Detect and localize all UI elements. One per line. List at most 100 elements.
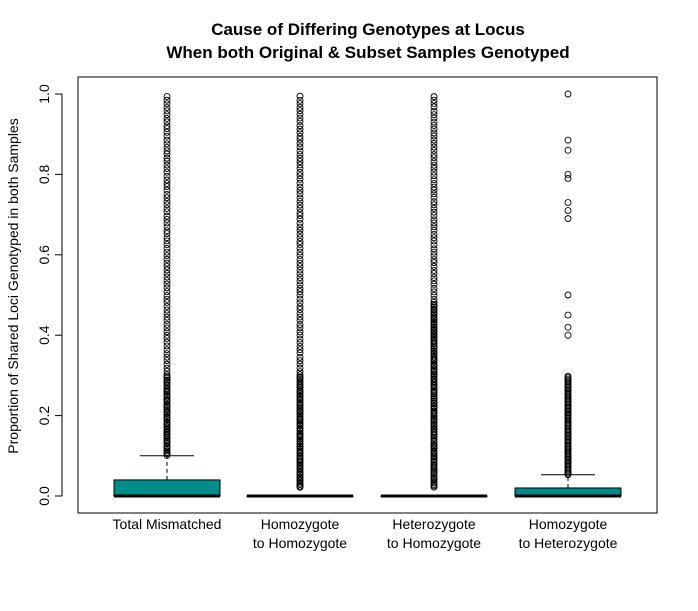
- outlier-point: [163, 350, 171, 358]
- outlier-point: [296, 473, 304, 481]
- outlier-point: [163, 266, 171, 274]
- outlier-point: [430, 402, 438, 410]
- outlier-point: [163, 342, 171, 350]
- outlier-point: [430, 447, 438, 455]
- outlier-point: [296, 172, 304, 180]
- outlier-point: [296, 164, 304, 172]
- outlier-point: [430, 248, 438, 256]
- outlier-point: [163, 176, 171, 184]
- outlier-point: [163, 324, 171, 332]
- y-tick-label-1.0: 1.0: [36, 84, 52, 104]
- x-category-label-3-line-1: Heterozygote: [392, 516, 475, 532]
- outlier-point: [430, 386, 438, 394]
- outlier-point: [163, 273, 171, 281]
- outlier-point: [430, 151, 438, 159]
- outlier-point: [163, 248, 171, 256]
- outlier-point: [163, 381, 171, 389]
- outlier-point: [296, 209, 304, 217]
- outlier-point: [296, 179, 304, 187]
- outlier-point: [296, 452, 304, 460]
- outlier-point: [296, 378, 304, 385]
- outlier-point: [163, 310, 171, 317]
- outlier-point: [430, 284, 438, 292]
- outlier-point: [296, 263, 304, 271]
- outlier-point: [296, 392, 304, 400]
- outlier-point: [430, 419, 438, 427]
- outlier-point: [163, 284, 171, 292]
- outlier-point: [163, 186, 171, 194]
- y-tick-label-0.2: 0.2: [36, 406, 52, 426]
- outlier-point: [296, 234, 304, 242]
- outlier-point: [163, 270, 171, 277]
- outlier-point: [163, 107, 171, 115]
- outlier-point: [163, 367, 171, 375]
- outlier-point: [163, 172, 171, 180]
- outlier-point: [430, 168, 438, 176]
- outlier-point: [296, 288, 304, 296]
- outlier-point: [296, 219, 304, 227]
- outlier-point: [163, 436, 171, 443]
- outlier-point: [430, 107, 438, 115]
- outlier-point: [163, 346, 171, 354]
- outlier-point: [564, 90, 572, 98]
- outlier-point: [296, 154, 304, 162]
- outlier-point: [296, 187, 304, 194]
- outlier-point: [430, 158, 438, 166]
- outlier-point: [430, 270, 438, 277]
- outlier-point: [163, 395, 171, 403]
- outlier-point: [430, 103, 438, 111]
- outlier-point: [296, 244, 304, 252]
- y-tick-label-0.8: 0.8: [36, 164, 52, 184]
- outlier-point: [296, 230, 304, 238]
- outlier-point: [564, 136, 572, 144]
- outlier-point: [163, 353, 171, 361]
- outlier-point: [296, 295, 304, 303]
- outlier-point: [163, 428, 171, 435]
- outlier-point: [296, 274, 304, 281]
- outlier-point: [430, 330, 438, 337]
- outlier-point: [430, 143, 438, 151]
- outlier-point: [163, 306, 171, 314]
- outlier-point: [296, 339, 304, 346]
- outlier-point: [430, 198, 438, 206]
- outlier-point: [296, 114, 304, 122]
- outlier-point: [163, 183, 171, 190]
- outlier-point: [564, 207, 572, 215]
- outlier-point: [296, 349, 304, 357]
- outlier-point: [296, 147, 304, 155]
- outlier-point: [296, 303, 304, 310]
- outlier-point: [163, 93, 171, 101]
- outlier-point: [430, 365, 438, 373]
- outlier-point: [430, 176, 438, 184]
- outlier-point: [564, 291, 572, 299]
- outlier-point: [430, 193, 438, 201]
- outlier-point: [430, 204, 438, 212]
- outlier-point: [296, 368, 304, 376]
- outlier-point: [430, 373, 438, 381]
- outlier-point: [296, 107, 304, 115]
- outlier-point: [430, 179, 438, 187]
- outlier-point: [430, 161, 438, 169]
- outlier-point: [430, 339, 438, 347]
- outlier-point: [430, 288, 438, 296]
- outlier-point: [296, 291, 304, 299]
- outlier-point: [296, 299, 304, 307]
- outlier-point: [430, 407, 438, 415]
- outlier-point: [163, 241, 171, 249]
- outlier-point: [430, 318, 438, 326]
- outlier-point: [163, 328, 171, 336]
- outlier-point: [430, 186, 438, 194]
- outlier-point: [296, 357, 304, 365]
- outlier-point: [430, 136, 438, 144]
- outlier-point: [296, 237, 304, 245]
- outlier-point: [296, 212, 304, 219]
- outlier-point: [430, 277, 438, 285]
- outlier-point: [296, 251, 304, 259]
- outlier-point: [163, 411, 171, 419]
- outlier-point: [163, 371, 171, 379]
- outlier-point: [430, 355, 438, 363]
- outlier-point: [163, 143, 171, 151]
- outlier-point: [163, 227, 171, 235]
- outlier-point: [430, 190, 438, 198]
